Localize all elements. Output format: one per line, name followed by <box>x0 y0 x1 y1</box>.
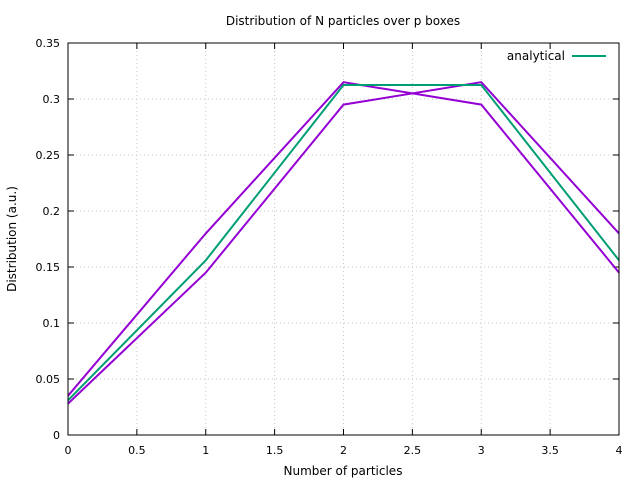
series-line-1 <box>67 81 620 397</box>
x-tick-label: 2 <box>340 444 347 457</box>
x-tick-label: 3.5 <box>541 444 559 457</box>
y-tick-label: 0.15 <box>36 261 61 274</box>
axis-ticks: 0 0.5 1 1.5 2 2.5 3 3.5 4 0 0.05 0.1 0.15 0.2 0.25 0.3 0… <box>36 37 623 457</box>
x-axis-label: Number of particles <box>284 464 403 478</box>
y-tick-label: 0 <box>53 429 60 442</box>
x-tick-label: 0.5 <box>128 444 146 457</box>
x-tick-label: 1 <box>202 444 209 457</box>
x-tick-label: 4 <box>616 444 623 457</box>
series-layer <box>67 81 620 405</box>
series-line-analytical <box>67 84 620 402</box>
chart-title: Distribution of N particles over p boxes <box>226 14 460 28</box>
y-tick-label: 0.2 <box>43 205 61 218</box>
x-tick-label: 1.5 <box>266 444 284 457</box>
x-tick-label: 3 <box>478 444 485 457</box>
legend-label: analytical <box>507 49 565 63</box>
y-tick-label: 0.25 <box>36 149 61 162</box>
y-tick-label: 0.1 <box>43 317 61 330</box>
grid <box>68 43 619 435</box>
series-line-2 <box>67 81 620 405</box>
y-tick-label: 0.3 <box>43 93 61 106</box>
y-tick-label: 0.05 <box>36 373 61 386</box>
y-axis-label: Distribution (a.u.) <box>5 186 19 292</box>
x-tick-label: 2.5 <box>404 444 422 457</box>
x-tick-label: 0 <box>65 444 72 457</box>
y-tick-label: 0.35 <box>36 37 61 50</box>
legend: analytical <box>507 49 606 63</box>
plot-frame <box>67 42 620 436</box>
